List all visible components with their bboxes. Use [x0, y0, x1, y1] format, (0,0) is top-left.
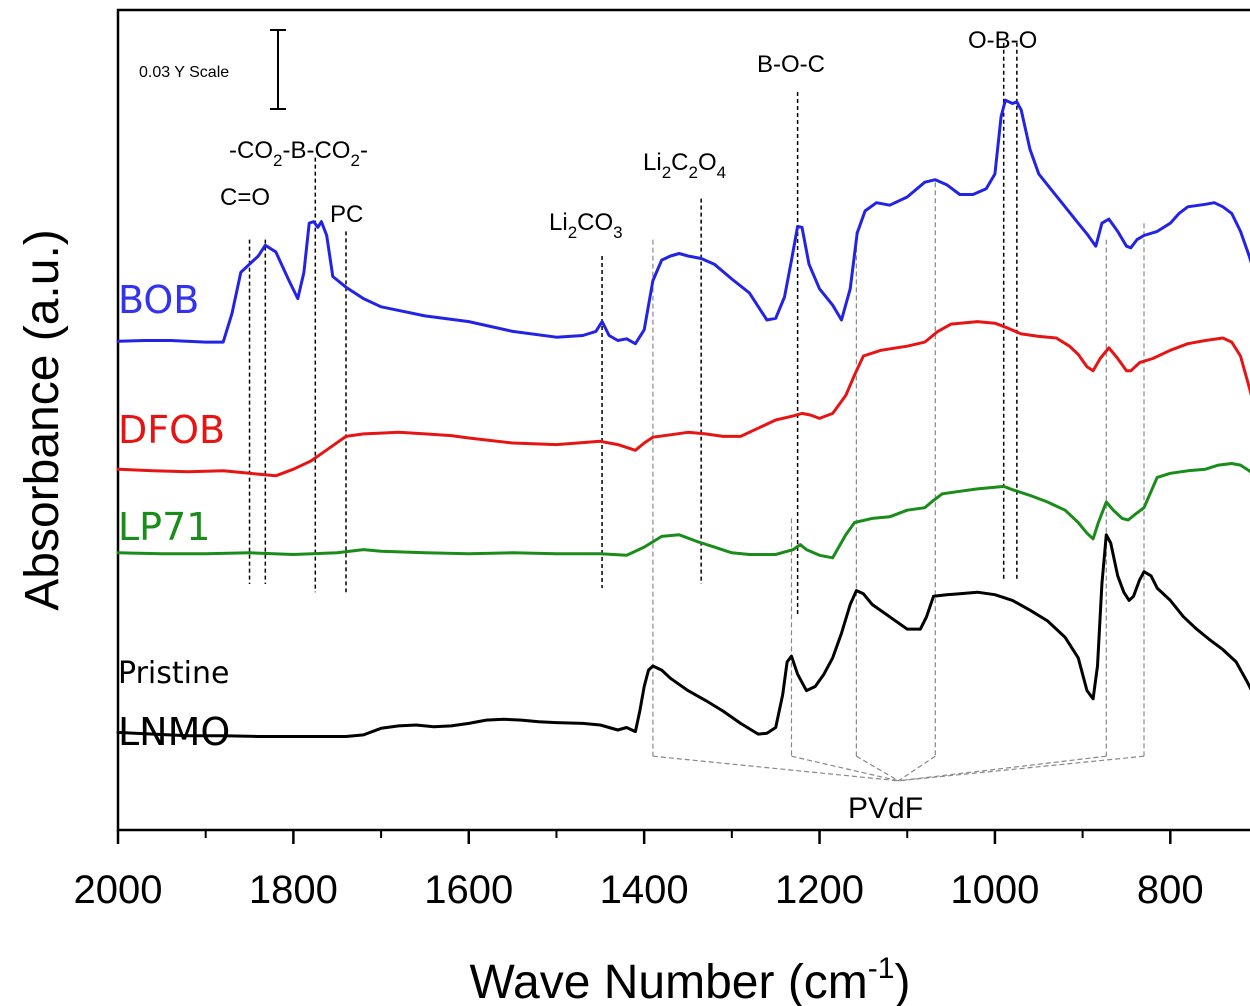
x-tick-label: 800 [1137, 868, 1204, 912]
x-axis-title: Wave Number (cm-1) [470, 952, 911, 1006]
pvdf-guide-lines [652, 182, 1145, 782]
series-line-lp71 [116, 462, 1250, 560]
annotation-pvdf: PVdF [848, 792, 923, 825]
x-tick-label: 1800 [249, 868, 338, 912]
annotation-c-o: C=O [220, 184, 270, 211]
series-line-bob [116, 98, 1250, 346]
scale-bar-label: 0.03 Y Scale [139, 64, 229, 81]
x-tick-label: 1000 [950, 868, 1039, 912]
x-tick-label: 1400 [600, 868, 689, 912]
pvdf-converge-1232 [791, 755, 899, 782]
x-tick-label: 1200 [775, 868, 864, 912]
pvdf-converge-873 [898, 755, 1107, 782]
label-lnmo: LNMO [118, 710, 230, 754]
plot-frame [116, 8, 1250, 832]
annotation-li2c2o4: Li2C2O4 [643, 149, 726, 182]
label-pristine: Pristine [118, 656, 229, 691]
series-layer [116, 98, 1250, 738]
x-tick-label: 1600 [424, 868, 513, 912]
annotation-co2-b-co2: -CO2-B-CO2- [229, 137, 368, 170]
pvdf-converge-1068 [898, 755, 936, 782]
pvdf-converge-830 [898, 755, 1145, 782]
label-lp71: LP71 [118, 505, 210, 549]
pvdf-converge-1158 [856, 755, 899, 782]
label-bob: BOB [118, 278, 199, 322]
annotation-li2co3: Li2CO3 [549, 209, 623, 242]
x-ticks: 2000 1800 1600 1400 1200 1000 800 [74, 830, 1204, 912]
pvdf-converge-1390 [652, 755, 899, 782]
label-dfob: DFOB [118, 408, 225, 452]
series-line-pristine-lnmo [116, 533, 1250, 738]
reference-lines [248, 42, 1018, 617]
series-line-dfob [116, 320, 1250, 478]
y-axis-title: Absorbance (a.u.) [16, 229, 69, 611]
x-tick-label: 2000 [74, 868, 163, 912]
annotation-b-o-c: B-O-C [757, 51, 825, 78]
y-scale-bar: 0.03 Y Scale [139, 29, 286, 110]
annotation-o-b-o: O-B-O [968, 27, 1037, 54]
annotation-pc: PC [330, 201, 363, 228]
